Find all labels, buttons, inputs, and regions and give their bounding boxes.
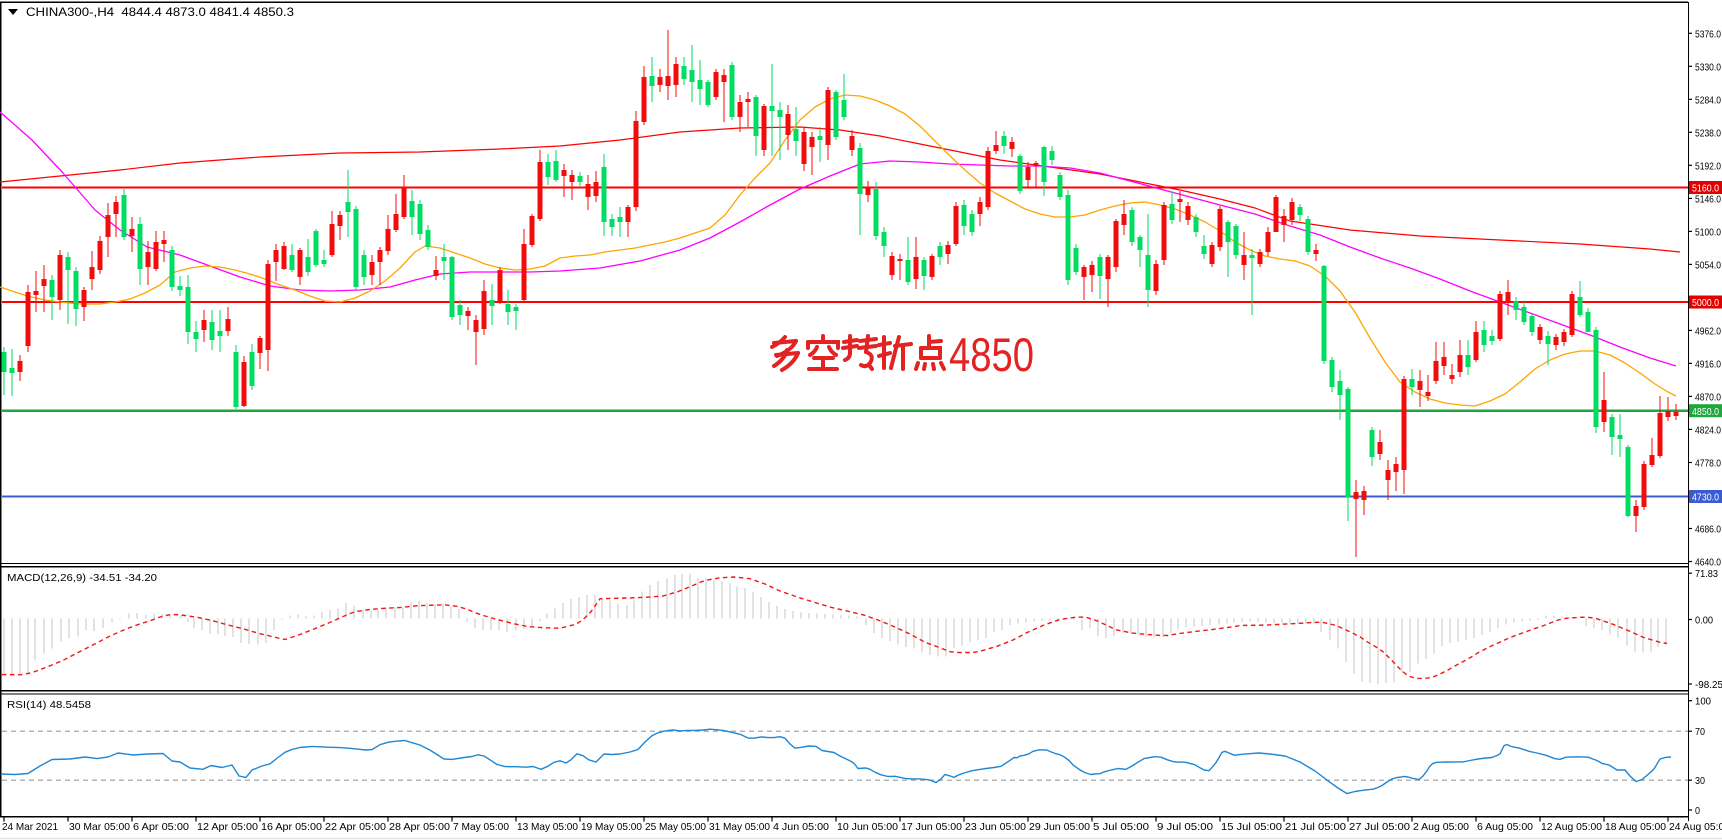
svg-text:12 Aug 05:00: 12 Aug 05:00 xyxy=(1541,821,1602,833)
svg-text:18 Aug 05:00: 18 Aug 05:00 xyxy=(1605,821,1666,833)
svg-text:7 May 05:00: 7 May 05:00 xyxy=(453,821,509,833)
svg-text:5146.0: 5146.0 xyxy=(1695,193,1721,205)
svg-text:23 Jun 05:00: 23 Jun 05:00 xyxy=(965,821,1026,833)
svg-text:22 Apr 05:00: 22 Apr 05:00 xyxy=(325,821,386,833)
svg-text:24 Mar 2021: 24 Mar 2021 xyxy=(2,821,58,833)
svg-text:5054.0: 5054.0 xyxy=(1695,259,1721,271)
svg-text:CHINA300-,H4 4844.4 4873.0 48: CHINA300-,H4 4844.4 4873.0 4841.4 4850.3 xyxy=(26,5,294,19)
svg-text:5 Jul 05:00: 5 Jul 05:00 xyxy=(1093,821,1149,833)
svg-text:4824.0: 4824.0 xyxy=(1695,424,1721,436)
svg-text:MACD(12,26,9) -34.51 -34.20: MACD(12,26,9) -34.51 -34.20 xyxy=(7,572,157,584)
svg-text:4778.0: 4778.0 xyxy=(1695,458,1721,470)
svg-text:30 Mar 05:00: 30 Mar 05:00 xyxy=(69,821,130,833)
svg-text:24 Aug 05:00: 24 Aug 05:00 xyxy=(1669,821,1722,833)
svg-text:RSI(14) 48.5458: RSI(14) 48.5458 xyxy=(7,699,91,711)
svg-text:4730.0: 4730.0 xyxy=(1692,492,1719,504)
svg-text:4686.0: 4686.0 xyxy=(1695,524,1721,536)
svg-text:16 Apr 05:00: 16 Apr 05:00 xyxy=(261,821,322,833)
svg-text:21 Jul 05:00: 21 Jul 05:00 xyxy=(1285,821,1346,833)
svg-text:15 Jul 05:00: 15 Jul 05:00 xyxy=(1221,821,1282,833)
svg-text:0: 0 xyxy=(1695,805,1700,817)
svg-text:27 Jul 05:00: 27 Jul 05:00 xyxy=(1349,821,1410,833)
svg-text:19 May 05:00: 19 May 05:00 xyxy=(581,821,642,833)
svg-text:5192.0: 5192.0 xyxy=(1695,160,1721,172)
svg-text:70: 70 xyxy=(1695,726,1705,738)
svg-text:12 Apr 05:00: 12 Apr 05:00 xyxy=(197,821,258,833)
svg-text:31 May 05:00: 31 May 05:00 xyxy=(709,821,770,833)
svg-text:5160.0: 5160.0 xyxy=(1692,183,1719,195)
svg-text:28 Apr 05:00: 28 Apr 05:00 xyxy=(389,821,450,833)
svg-text:4962.0: 4962.0 xyxy=(1695,325,1721,337)
svg-text:17 Jun 05:00: 17 Jun 05:00 xyxy=(901,821,962,833)
svg-text:5000.0: 5000.0 xyxy=(1692,297,1719,309)
svg-text:29 Jun 05:00: 29 Jun 05:00 xyxy=(1029,821,1090,833)
svg-text:5376.0: 5376.0 xyxy=(1695,28,1721,40)
svg-text:6 Aug 05:00: 6 Aug 05:00 xyxy=(1477,821,1533,833)
svg-text:5238.0: 5238.0 xyxy=(1695,127,1721,139)
svg-text:4850: 4850 xyxy=(949,328,1034,381)
svg-text:5284.0: 5284.0 xyxy=(1695,94,1721,106)
svg-text:4916.0: 4916.0 xyxy=(1695,358,1721,370)
svg-text:6 Apr 05:00: 6 Apr 05:00 xyxy=(133,821,189,833)
svg-text:9 Jul 05:00: 9 Jul 05:00 xyxy=(1157,821,1213,833)
svg-text:4640.0: 4640.0 xyxy=(1695,557,1721,569)
svg-text:10 Jun 05:00: 10 Jun 05:00 xyxy=(837,821,898,833)
svg-text:4850.0: 4850.0 xyxy=(1692,406,1719,418)
svg-text:71.83: 71.83 xyxy=(1695,568,1718,580)
svg-text:30: 30 xyxy=(1695,775,1705,787)
svg-text:13 May 05:00: 13 May 05:00 xyxy=(517,821,578,833)
svg-text:100: 100 xyxy=(1695,696,1711,708)
svg-text:5100.0: 5100.0 xyxy=(1695,226,1721,238)
svg-text:2 Aug 05:00: 2 Aug 05:00 xyxy=(1413,821,1469,833)
svg-text:-98.25: -98.25 xyxy=(1695,679,1722,691)
svg-text:4 Jun 05:00: 4 Jun 05:00 xyxy=(773,821,829,833)
svg-text:0.00: 0.00 xyxy=(1695,615,1713,627)
svg-text:5330.0: 5330.0 xyxy=(1695,61,1721,73)
svg-text:25 May 05:00: 25 May 05:00 xyxy=(645,821,706,833)
svg-text:4870.0: 4870.0 xyxy=(1695,391,1721,403)
